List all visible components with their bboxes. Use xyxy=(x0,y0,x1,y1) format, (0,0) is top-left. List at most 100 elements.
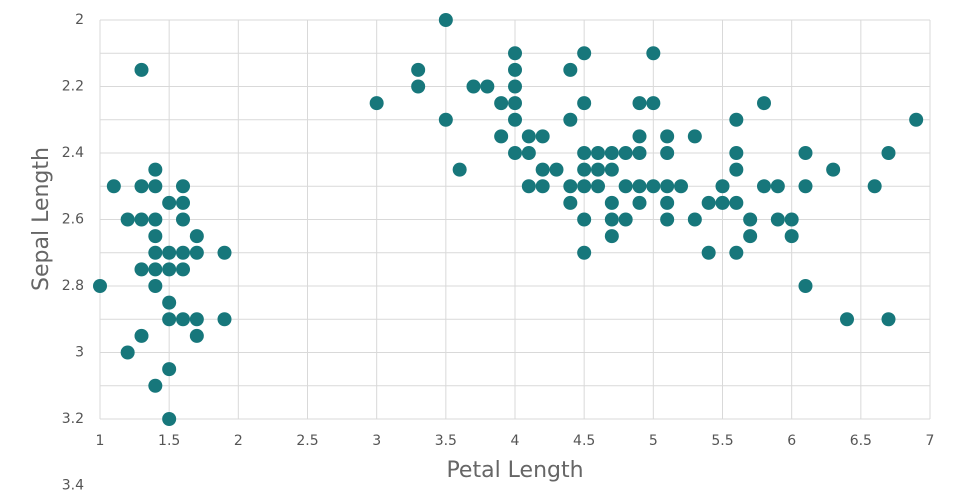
point xyxy=(549,162,564,177)
point xyxy=(729,195,744,210)
point xyxy=(162,362,177,377)
point xyxy=(411,79,426,94)
point xyxy=(577,162,592,177)
point xyxy=(729,245,744,260)
y-tick-label: 3.4 xyxy=(62,478,84,494)
point xyxy=(729,146,744,160)
y-tick-label: 3.2 xyxy=(62,411,84,427)
point xyxy=(646,46,661,61)
point xyxy=(632,146,647,160)
point xyxy=(660,195,675,210)
point xyxy=(120,345,135,360)
point xyxy=(563,179,578,194)
x-tick-label: 2 xyxy=(234,433,243,449)
x-tick-label: 4.5 xyxy=(573,433,595,449)
point xyxy=(189,245,204,260)
point xyxy=(798,279,813,293)
point xyxy=(577,146,592,160)
x-tick-label: 1.5 xyxy=(158,433,180,449)
point xyxy=(508,96,522,111)
y-tick-label: 2.2 xyxy=(62,79,84,95)
point xyxy=(591,179,605,194)
point xyxy=(148,279,163,293)
point xyxy=(508,112,522,127)
point xyxy=(411,62,426,77)
point xyxy=(840,312,854,327)
point xyxy=(632,129,647,144)
point xyxy=(508,146,522,160)
point xyxy=(176,262,190,277)
point xyxy=(618,146,633,160)
point xyxy=(148,212,163,227)
point xyxy=(176,212,190,227)
x-tick-label: 6 xyxy=(787,433,796,449)
point xyxy=(604,195,619,210)
point xyxy=(134,179,149,194)
y-tick-label: 3 xyxy=(75,345,84,361)
point xyxy=(162,195,177,210)
point xyxy=(660,179,675,194)
point xyxy=(660,212,675,227)
point xyxy=(687,129,702,144)
point xyxy=(591,146,605,160)
point xyxy=(660,129,675,144)
point xyxy=(521,146,536,160)
x-tick-label: 3.5 xyxy=(435,433,457,449)
point xyxy=(909,112,924,127)
point xyxy=(660,146,675,160)
point xyxy=(508,62,522,77)
point xyxy=(577,245,592,260)
point xyxy=(701,245,716,260)
point xyxy=(148,245,163,260)
point xyxy=(618,179,633,194)
point xyxy=(646,96,661,111)
x-tick-label: 4 xyxy=(511,433,520,449)
point xyxy=(189,328,204,343)
point xyxy=(881,312,896,327)
y-tick-label: 2 xyxy=(75,12,84,28)
point xyxy=(577,212,592,227)
point xyxy=(93,279,107,293)
point xyxy=(134,212,149,227)
point xyxy=(715,179,730,194)
point xyxy=(176,179,190,194)
y-tick-label: 2.4 xyxy=(62,145,84,161)
point xyxy=(217,312,232,327)
point xyxy=(521,179,536,194)
point xyxy=(618,212,633,227)
x-tick-label: 2.5 xyxy=(296,433,318,449)
point xyxy=(438,112,453,127)
point xyxy=(535,162,550,177)
point xyxy=(480,79,495,94)
point xyxy=(148,262,163,277)
point xyxy=(632,96,647,111)
point xyxy=(743,229,758,244)
point xyxy=(784,229,799,244)
point xyxy=(508,79,522,94)
point xyxy=(770,179,785,194)
point xyxy=(798,146,813,160)
point xyxy=(563,195,578,210)
point xyxy=(604,212,619,227)
point xyxy=(176,195,190,210)
x-tick-label: 1 xyxy=(96,433,105,449)
point xyxy=(604,146,619,160)
point xyxy=(162,295,177,310)
point xyxy=(148,179,163,194)
point xyxy=(604,162,619,177)
point xyxy=(438,13,453,27)
point xyxy=(189,312,204,327)
point xyxy=(134,328,149,343)
point xyxy=(826,162,841,177)
point xyxy=(563,62,578,77)
point xyxy=(798,179,813,194)
x-tick-label: 5.5 xyxy=(711,433,733,449)
point xyxy=(784,212,799,227)
point xyxy=(369,96,384,111)
point xyxy=(757,96,771,111)
point xyxy=(162,245,177,260)
point xyxy=(452,162,467,177)
point xyxy=(176,245,190,260)
point xyxy=(687,212,702,227)
